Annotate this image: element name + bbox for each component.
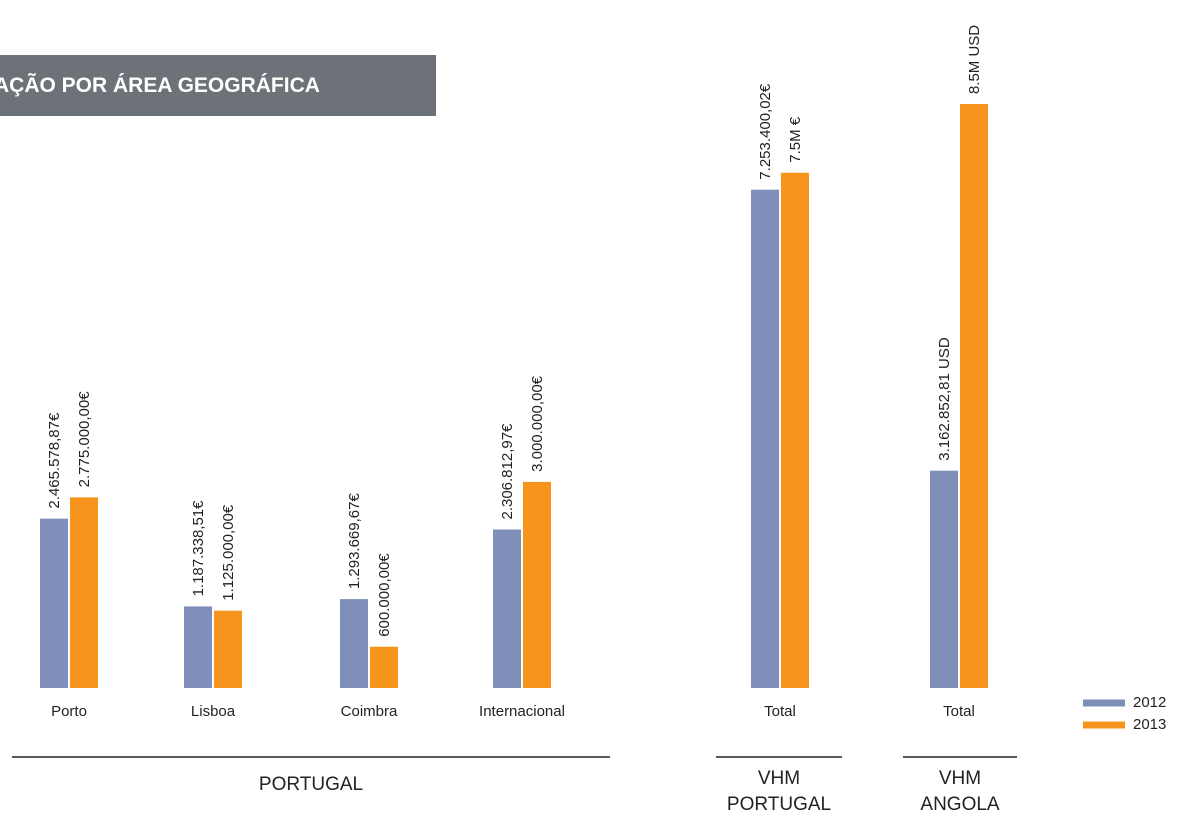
title-box xyxy=(0,55,436,116)
bar xyxy=(340,599,368,688)
value-label: 2.465.578,87€ xyxy=(46,412,63,509)
value-label: 3.000.000,00€ xyxy=(529,375,546,472)
bar xyxy=(781,172,809,688)
value-label: 7.5M € xyxy=(787,116,804,163)
bar xyxy=(493,529,521,688)
chart-title: AÇÃO POR ÁREA GEOGRÁFICA xyxy=(0,74,320,97)
bar xyxy=(184,606,212,688)
x-tick-label: Total xyxy=(764,703,796,720)
group-label: VHM PORTUGAL xyxy=(726,768,832,815)
value-label: 8.5M USD xyxy=(966,25,983,94)
bar xyxy=(930,470,958,688)
x-tick-label: Internacional xyxy=(479,703,565,720)
legend-label: 2013 xyxy=(1133,716,1166,733)
value-label: 1.293.669,67€ xyxy=(346,493,363,590)
x-tick-label: Total xyxy=(943,703,975,720)
bar xyxy=(960,104,988,689)
value-label: 1.125.000,00€ xyxy=(220,504,237,601)
x-tick-label: Porto xyxy=(51,703,87,720)
value-label: 7.253.400,02€ xyxy=(757,83,774,180)
value-label: 600.000,00€ xyxy=(376,553,393,637)
group-label: PORTUGAL xyxy=(258,774,364,795)
bar xyxy=(751,189,779,689)
value-label: 2.306.812,97€ xyxy=(499,423,516,520)
bar xyxy=(70,497,98,688)
bar xyxy=(523,481,551,688)
legend-label: 2012 xyxy=(1133,694,1166,711)
bar xyxy=(214,610,242,688)
x-tick-label: Lisboa xyxy=(191,703,236,720)
bar xyxy=(40,518,68,688)
x-tick-label: Coimbra xyxy=(341,703,398,720)
bar xyxy=(370,646,398,688)
group-label: VHM ANGOLA xyxy=(920,768,1000,815)
value-label: 1.187.338,51€ xyxy=(190,500,207,597)
value-label: 2.775.000,00€ xyxy=(76,391,93,488)
value-label: 3.162.852,81 USD xyxy=(936,337,953,461)
